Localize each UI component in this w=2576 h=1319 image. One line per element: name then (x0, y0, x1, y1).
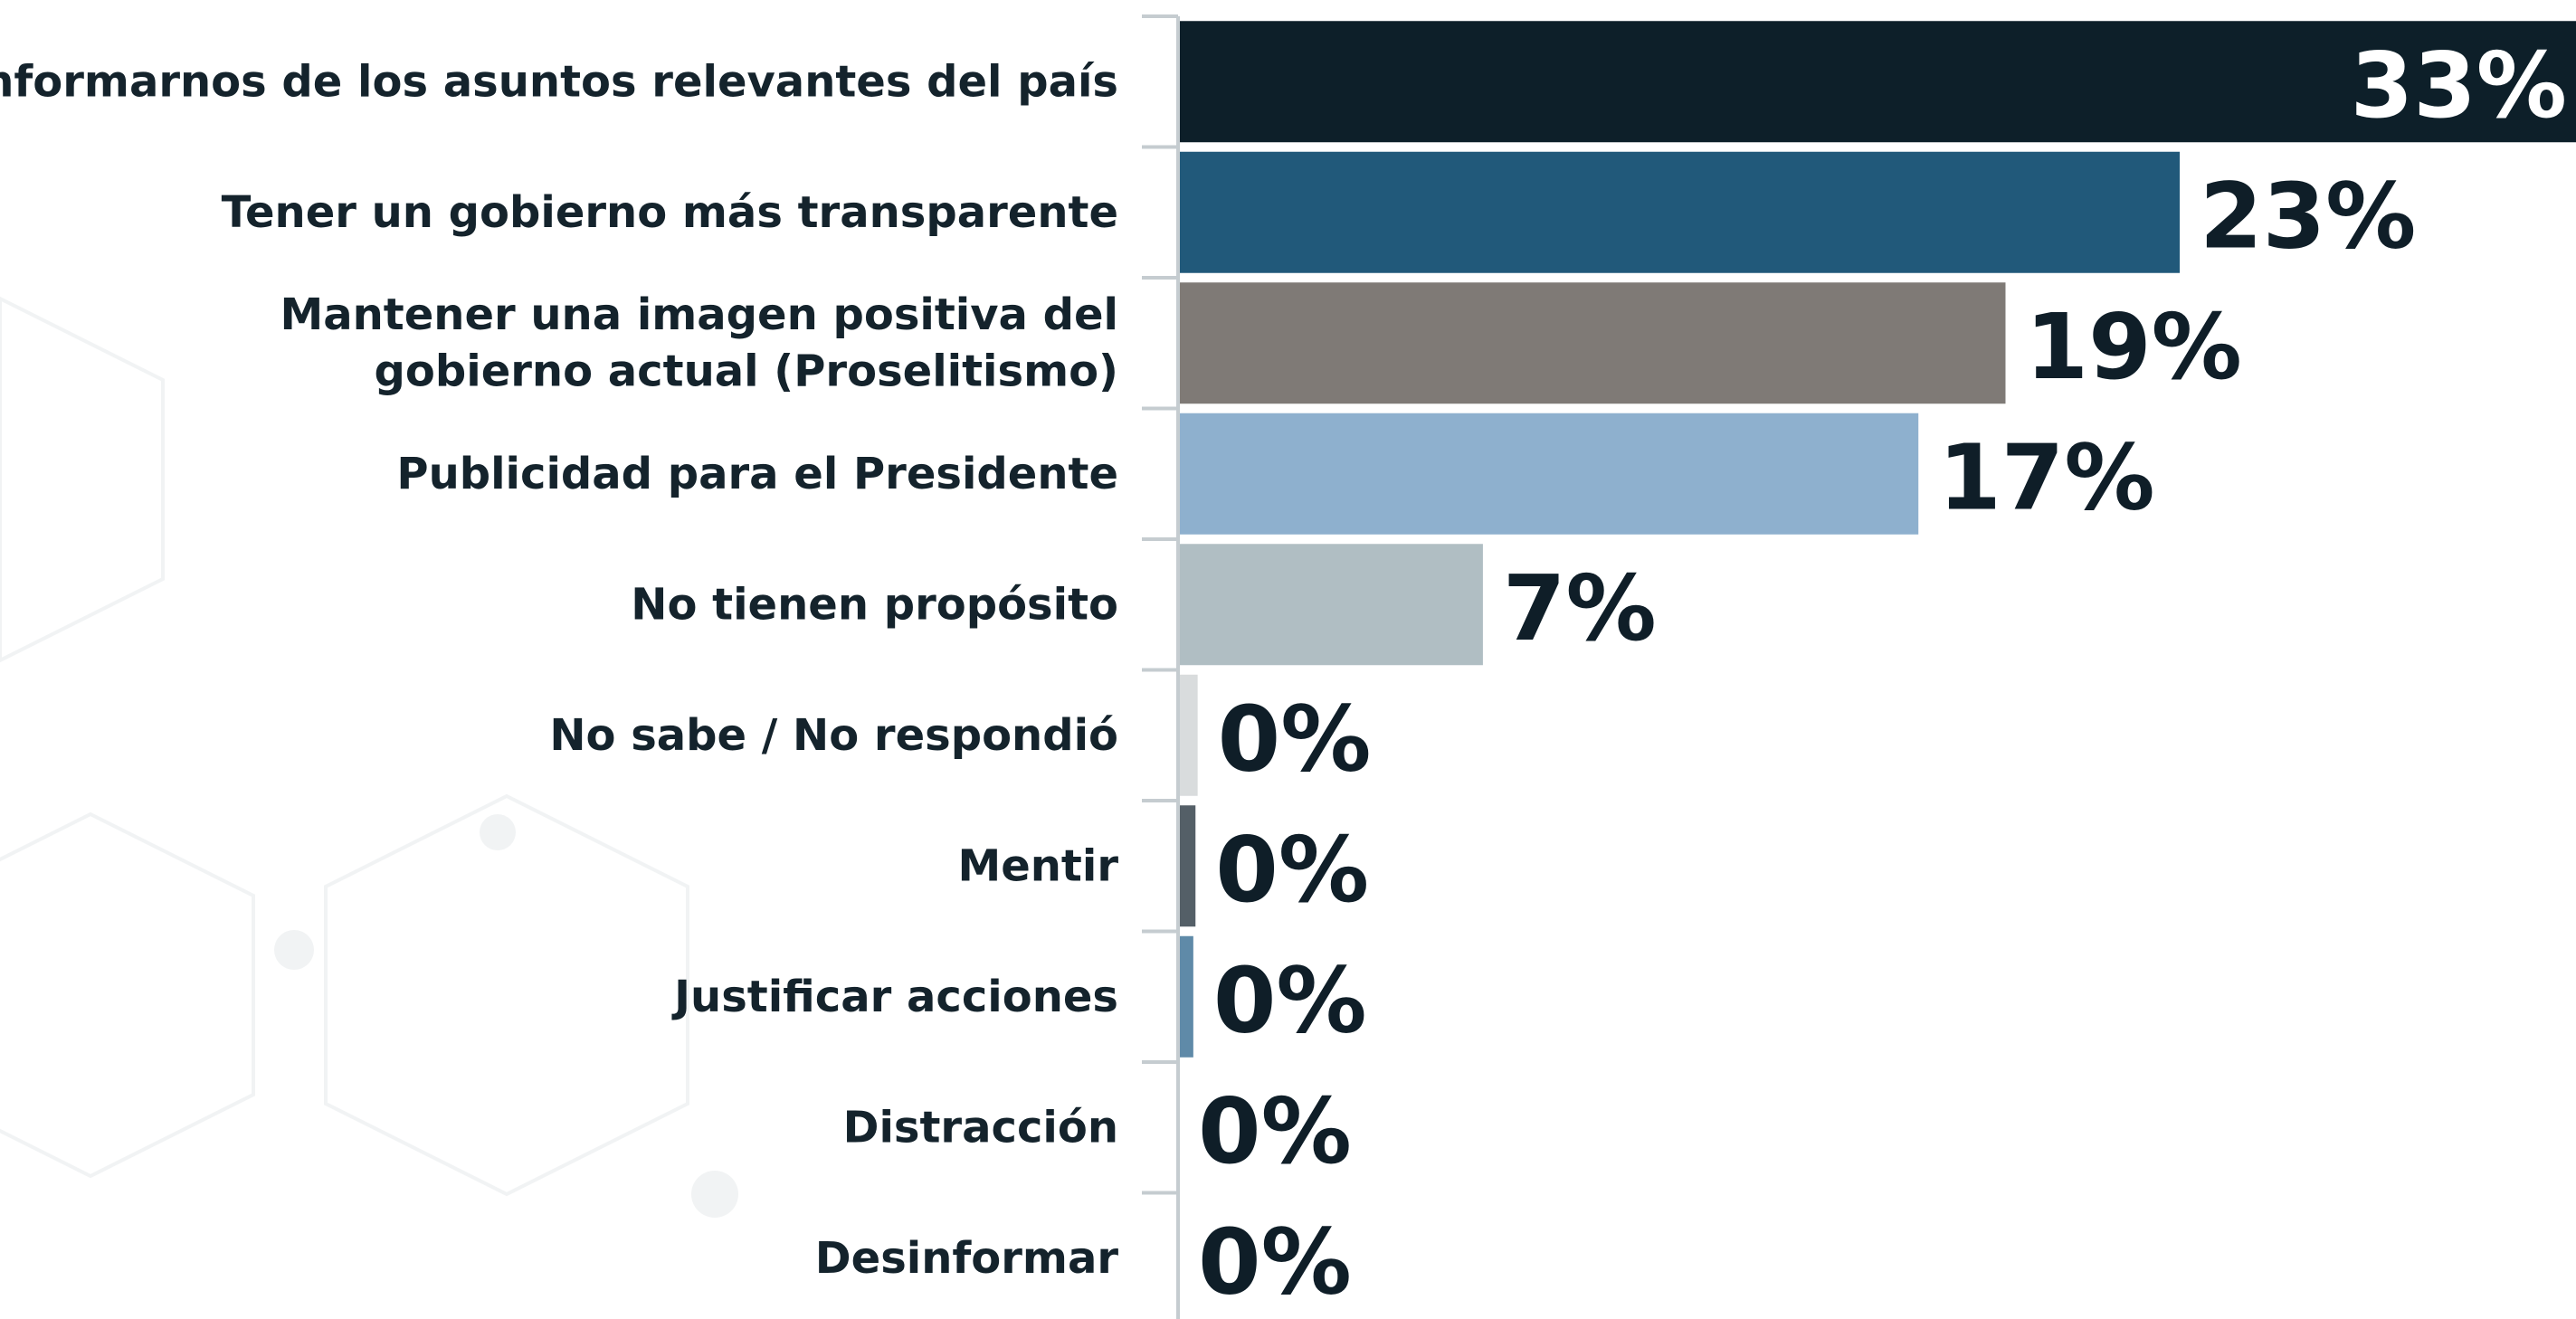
category-label: No tienen propósito (631, 579, 1118, 630)
value-label: 0% (1198, 1078, 1352, 1184)
value-label: 0% (1213, 947, 1367, 1053)
value-label: 23% (2200, 163, 2416, 269)
bar (1178, 805, 1196, 927)
category-label: Publicidad para el Presidente (396, 449, 1118, 499)
value-label: 0% (1218, 686, 1372, 792)
bar (1178, 413, 1919, 535)
value-label: 33% (2351, 33, 2567, 138)
category-label: Distracción (843, 1102, 1118, 1153)
bar (1178, 674, 1198, 796)
bar (1178, 151, 2181, 273)
value-label: 0% (1198, 1209, 1352, 1314)
category-label: Desinformar (815, 1233, 1119, 1284)
category-label: Tener un gobierno más transparente (222, 187, 1118, 238)
value-label: 19% (2025, 294, 2241, 400)
plot (1178, 21, 2576, 1058)
value-label: 7% (1503, 555, 1657, 661)
category-label: Mentir (957, 840, 1118, 891)
value-label: 0% (1215, 817, 1369, 923)
category-label: Mantener una imagen positiva del gobierno… (280, 289, 1118, 396)
bar (1178, 21, 2576, 143)
value-label: 17% (1938, 424, 2154, 530)
category-label: Informarnos de los asuntos relevantes de… (0, 56, 1118, 107)
bar (1178, 935, 1193, 1058)
category-label: Justificar acciones (671, 972, 1118, 1022)
category-label: No sabe / No respondió (549, 710, 1118, 761)
bar (1178, 544, 1483, 666)
bar (1178, 282, 2006, 404)
background-decoration (0, 296, 738, 1218)
